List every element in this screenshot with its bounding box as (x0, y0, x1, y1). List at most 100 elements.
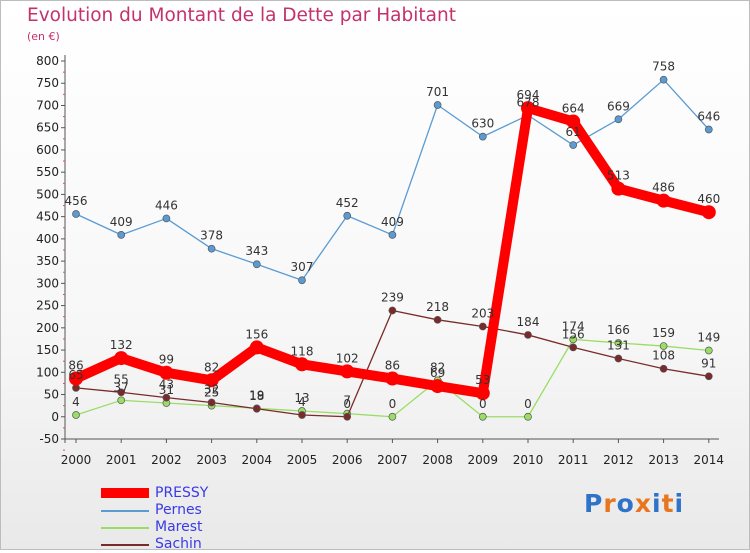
data-point-pernes (72, 210, 80, 218)
data-label-sachin: 65 (68, 368, 83, 382)
legend-label: PRESSY (155, 485, 209, 501)
data-label-pernes: 669 (607, 99, 630, 113)
logo-letter: r (603, 489, 617, 518)
data-point-pernes (659, 75, 668, 84)
data-label-pernes: 61 (566, 125, 581, 139)
y-tick-label: 800 (36, 54, 59, 68)
data-point-sachin (569, 343, 578, 352)
y-tick-label: 600 (36, 143, 59, 157)
data-point-sachin (298, 411, 306, 419)
data-label-sachin: 184 (517, 315, 540, 329)
data-point-pressy (295, 357, 309, 372)
data-point-pressy (611, 181, 626, 196)
data-point-sachin (343, 412, 352, 421)
data-label-pernes: 409 (381, 215, 404, 229)
x-tick-label: 2007 (377, 453, 408, 467)
data-point-sachin (162, 393, 171, 402)
x-tick-label: 2000 (61, 453, 92, 467)
data-point-pressy (114, 351, 129, 366)
chart-subtitle: (en €) (27, 30, 60, 43)
data-label-pressy: 486 (652, 181, 675, 195)
data-point-marest (659, 342, 668, 350)
logo-letter: i (652, 489, 662, 518)
data-point-sachin (252, 404, 261, 413)
data-label-pernes: 701 (426, 85, 449, 99)
y-tick-label: 150 (36, 343, 59, 357)
data-label-pressy: 53 (475, 373, 490, 387)
legend-swatch (101, 510, 149, 512)
logo-letter: o (616, 489, 635, 518)
data-point-marest (478, 412, 487, 421)
data-label-marest: 149 (697, 331, 720, 345)
data-point-marest (614, 339, 623, 347)
data-point-pernes (252, 260, 261, 269)
data-label-pernes: 446 (155, 198, 178, 212)
data-label-sachin: 4 (298, 395, 306, 409)
y-tick-label: 250 (36, 299, 59, 313)
data-point-sachin (704, 372, 713, 381)
data-label-pressy: 86 (68, 359, 83, 373)
x-tick-label: 2006 (332, 453, 363, 467)
logo-letter: x (634, 489, 652, 518)
data-label-pernes: 452 (336, 196, 359, 210)
data-point-pernes (117, 231, 126, 239)
data-point-sachin (524, 331, 532, 339)
data-label-pernes: 678 (517, 95, 540, 109)
x-tick-label: 2005 (287, 453, 318, 467)
data-point-pernes (388, 231, 397, 239)
data-point-pernes (614, 115, 623, 124)
data-point-pressy (69, 371, 83, 386)
data-label-sachin: 108 (652, 349, 675, 363)
data-label-pernes: 307 (291, 260, 314, 274)
data-label-pernes: 630 (471, 117, 494, 131)
data-label-marest: 25 (204, 386, 219, 400)
data-label-marest: 37 (114, 380, 129, 394)
data-point-sachin (433, 315, 442, 324)
data-label-marest: 0 (524, 397, 532, 411)
data-label-marest: 7 (343, 394, 351, 408)
data-point-pressy (566, 114, 581, 129)
data-label-marest: 166 (607, 323, 630, 337)
data-label-pernes: 343 (245, 244, 268, 258)
y-tick-label: 450 (36, 210, 59, 224)
data-label-sachin: 18 (249, 389, 264, 403)
data-label-pressy: 99 (159, 353, 174, 367)
data-point-pernes (433, 101, 442, 109)
data-point-marest (704, 346, 713, 355)
data-label-sachin: 43 (159, 378, 174, 392)
y-tick-label: 350 (36, 254, 59, 268)
data-point-pressy (249, 340, 264, 355)
x-tick-label: 2003 (196, 453, 227, 467)
data-point-pernes (478, 132, 487, 141)
data-label-sachin: 218 (426, 300, 449, 314)
proxiti-logo: Proxiti (584, 489, 684, 518)
data-label-sachin: 91 (701, 356, 716, 370)
data-label-pernes: 378 (200, 229, 223, 243)
x-tick-label: 2002 (151, 453, 182, 467)
data-point-pernes (207, 244, 216, 253)
data-point-sachin (614, 354, 623, 363)
data-label-pressy: 69 (430, 366, 445, 380)
x-tick-label: 2013 (648, 453, 679, 467)
y-tick-label: 700 (36, 98, 59, 112)
data-label-sachin: 131 (607, 339, 630, 353)
data-point-pernes (569, 141, 578, 149)
data-point-pressy (521, 101, 535, 116)
data-label-marest: 159 (652, 326, 675, 340)
data-label-marest: 0 (389, 397, 397, 411)
x-tick-label: 2004 (242, 453, 273, 467)
data-point-pressy (340, 364, 355, 379)
data-label-marest: 174 (562, 319, 585, 333)
legend-swatch (101, 488, 149, 498)
y-tick-label: 300 (36, 276, 59, 290)
x-tick-label: 2001 (106, 453, 137, 467)
data-point-marest (569, 335, 578, 344)
data-label-pressy: 118 (291, 344, 314, 358)
data-label-pressy: 664 (562, 101, 585, 115)
legend-label: Marest (155, 519, 203, 535)
data-label-pressy: 102 (336, 351, 359, 365)
data-label-pressy: 460 (697, 192, 720, 206)
data-point-marest (72, 411, 80, 419)
data-label-marest: 19 (249, 388, 264, 402)
